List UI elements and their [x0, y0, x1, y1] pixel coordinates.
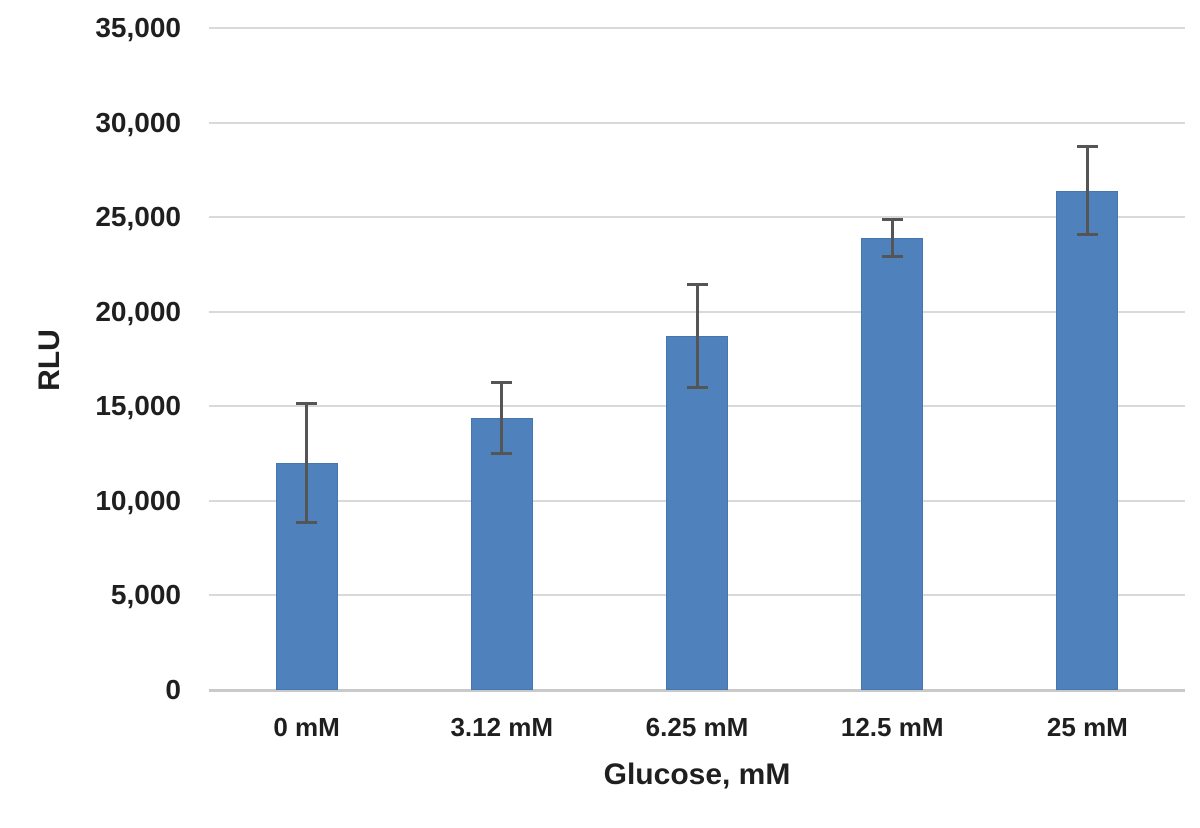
- error-bar: [686, 283, 708, 390]
- grid-line: [209, 121, 1185, 124]
- error-bar: [1076, 145, 1098, 237]
- error-bar: [491, 380, 513, 455]
- error-bar-cap: [491, 380, 513, 384]
- error-bar-stem: [890, 218, 894, 258]
- x-tick-label: 12.5 mM: [840, 712, 944, 742]
- error-bar-cap: [881, 218, 903, 222]
- y-tick-label: 0: [165, 674, 181, 705]
- error-bar: [296, 401, 318, 525]
- error-bar-cap: [686, 283, 708, 287]
- bar: [666, 336, 728, 690]
- error-bar: [881, 218, 903, 258]
- error-bar-cap: [686, 386, 708, 390]
- y-tick-label: 20,000: [95, 295, 181, 327]
- error-bar-cap: [1076, 145, 1098, 149]
- x-axis-line: [209, 689, 1185, 692]
- y-tick-label: 10,000: [95, 484, 181, 516]
- grid-line: [209, 216, 1185, 219]
- error-bar-cap: [296, 521, 318, 525]
- bar: [861, 237, 924, 690]
- error-bar-cap: [1076, 233, 1098, 237]
- y-tick-label: 25,000: [95, 201, 181, 233]
- error-bar-stem: [305, 401, 309, 525]
- x-tick-label: 0 mM: [273, 712, 340, 742]
- x-tick-label: 25 mM: [1046, 712, 1128, 742]
- plot-area: [209, 27, 1185, 692]
- y-tick-label: 35,000: [95, 12, 181, 43]
- bar: [470, 417, 533, 690]
- x-tick-label: 3.12 mM: [450, 712, 554, 742]
- bar: [1056, 190, 1119, 690]
- error-bar-stem: [500, 380, 504, 455]
- y-tick-label: 30,000: [95, 106, 181, 138]
- error-bar-cap: [491, 451, 513, 455]
- error-bar-stem: [695, 283, 699, 390]
- x-tick-label: 6.25 mM: [645, 712, 749, 742]
- error-bar-cap: [296, 401, 318, 405]
- y-tick-label: 5,000: [110, 579, 181, 611]
- x-axis-title: Glucose, mM: [603, 758, 791, 791]
- grid-line: [209, 27, 1185, 29]
- error-bar-stem: [1085, 145, 1089, 237]
- error-bar-cap: [881, 254, 903, 258]
- y-axis-title: RLU: [33, 329, 66, 391]
- y-tick-label: 15,000: [95, 390, 181, 422]
